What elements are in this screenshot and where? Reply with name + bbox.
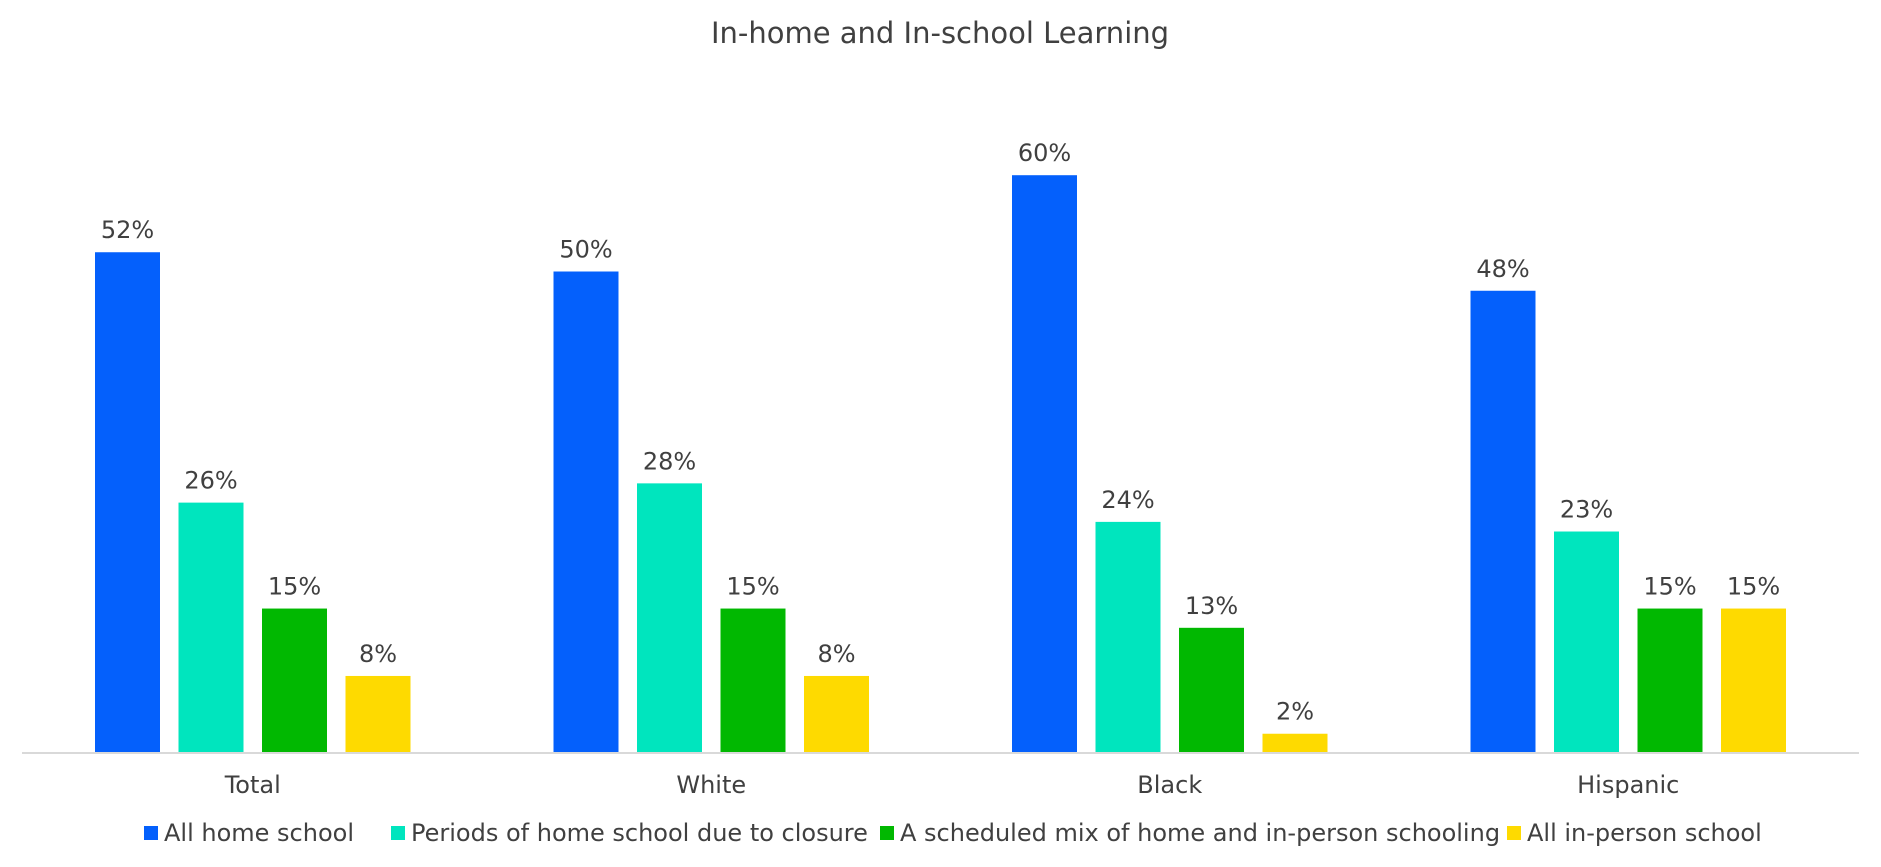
legend: All home school Periods of home school du… [144, 819, 1762, 847]
legend-swatch-2 [391, 826, 405, 840]
legend-swatch-3 [880, 826, 894, 840]
x-tick-label-total: Total [224, 771, 281, 799]
bar-white-series-1 [553, 271, 619, 753]
data-label-total-series-4: 8% [359, 640, 397, 668]
bar-hispanic-series-2 [1554, 531, 1619, 753]
data-label-white-series-2: 28% [643, 447, 696, 475]
bar-total-series-2 [178, 502, 244, 753]
chart-title: In-home and In-school Learning [711, 16, 1169, 50]
data-labels-layer: 52% 26% 15% 8% 50% 28% 15% 8% 60% 24% 13% 2% 48% 23% 1… [101, 139, 1780, 726]
bar-white-series-3 [720, 608, 786, 753]
data-label-black-series-2: 24% [1101, 486, 1154, 514]
data-label-total-series-2: 26% [184, 467, 237, 495]
data-label-white-series-3: 15% [726, 573, 779, 601]
bars-layer [95, 175, 1786, 754]
bar-total-series-4 [345, 675, 411, 753]
data-label-black-series-3: 13% [1185, 592, 1238, 620]
bar-total-series-1 [95, 252, 160, 754]
legend-label-4: All in-person school [1527, 819, 1762, 847]
data-label-white-series-4: 8% [817, 640, 855, 668]
data-label-total-series-1: 52% [101, 216, 154, 244]
legend-item-4: All in-person school [1507, 819, 1762, 847]
x-axis-tick-labels: Total White Black Hispanic [224, 771, 1680, 799]
data-label-hispanic-series-1: 48% [1476, 255, 1529, 283]
legend-item-1: All home school [144, 819, 354, 847]
x-tick-label-white: White [676, 771, 746, 799]
x-tick-label-black: Black [1137, 771, 1202, 799]
data-label-white-series-1: 50% [559, 236, 612, 264]
data-label-hispanic-series-4: 15% [1727, 573, 1780, 601]
bar-white-series-2 [637, 483, 702, 753]
data-label-black-series-1: 60% [1018, 139, 1071, 167]
data-label-hispanic-series-3: 15% [1643, 573, 1696, 601]
data-label-hispanic-series-2: 23% [1560, 496, 1613, 524]
bar-black-series-4 [1262, 733, 1328, 753]
legend-swatch-4 [1507, 826, 1521, 840]
bar-hispanic-series-4 [1721, 608, 1786, 753]
legend-item-3: A scheduled mix of home and in-person sc… [880, 819, 1500, 847]
bar-white-series-4 [804, 675, 869, 753]
bar-black-series-3 [1179, 627, 1244, 753]
legend-label-1: All home school [164, 819, 354, 847]
data-label-total-series-3: 15% [268, 573, 321, 601]
bar-black-series-2 [1095, 521, 1161, 753]
x-tick-label-hispanic: Hispanic [1577, 771, 1679, 799]
legend-swatch-1 [144, 826, 158, 840]
legend-label-2: Periods of home school due to closure [411, 819, 868, 847]
legend-label-3: A scheduled mix of home and in-person sc… [900, 819, 1500, 847]
bar-hispanic-series-3 [1637, 608, 1703, 753]
legend-item-2: Periods of home school due to closure [391, 819, 868, 847]
data-label-black-series-4: 2% [1276, 698, 1314, 726]
bar-black-series-1 [1012, 175, 1077, 753]
bar-total-series-3 [262, 608, 327, 753]
bar-hispanic-series-1 [1470, 290, 1536, 753]
